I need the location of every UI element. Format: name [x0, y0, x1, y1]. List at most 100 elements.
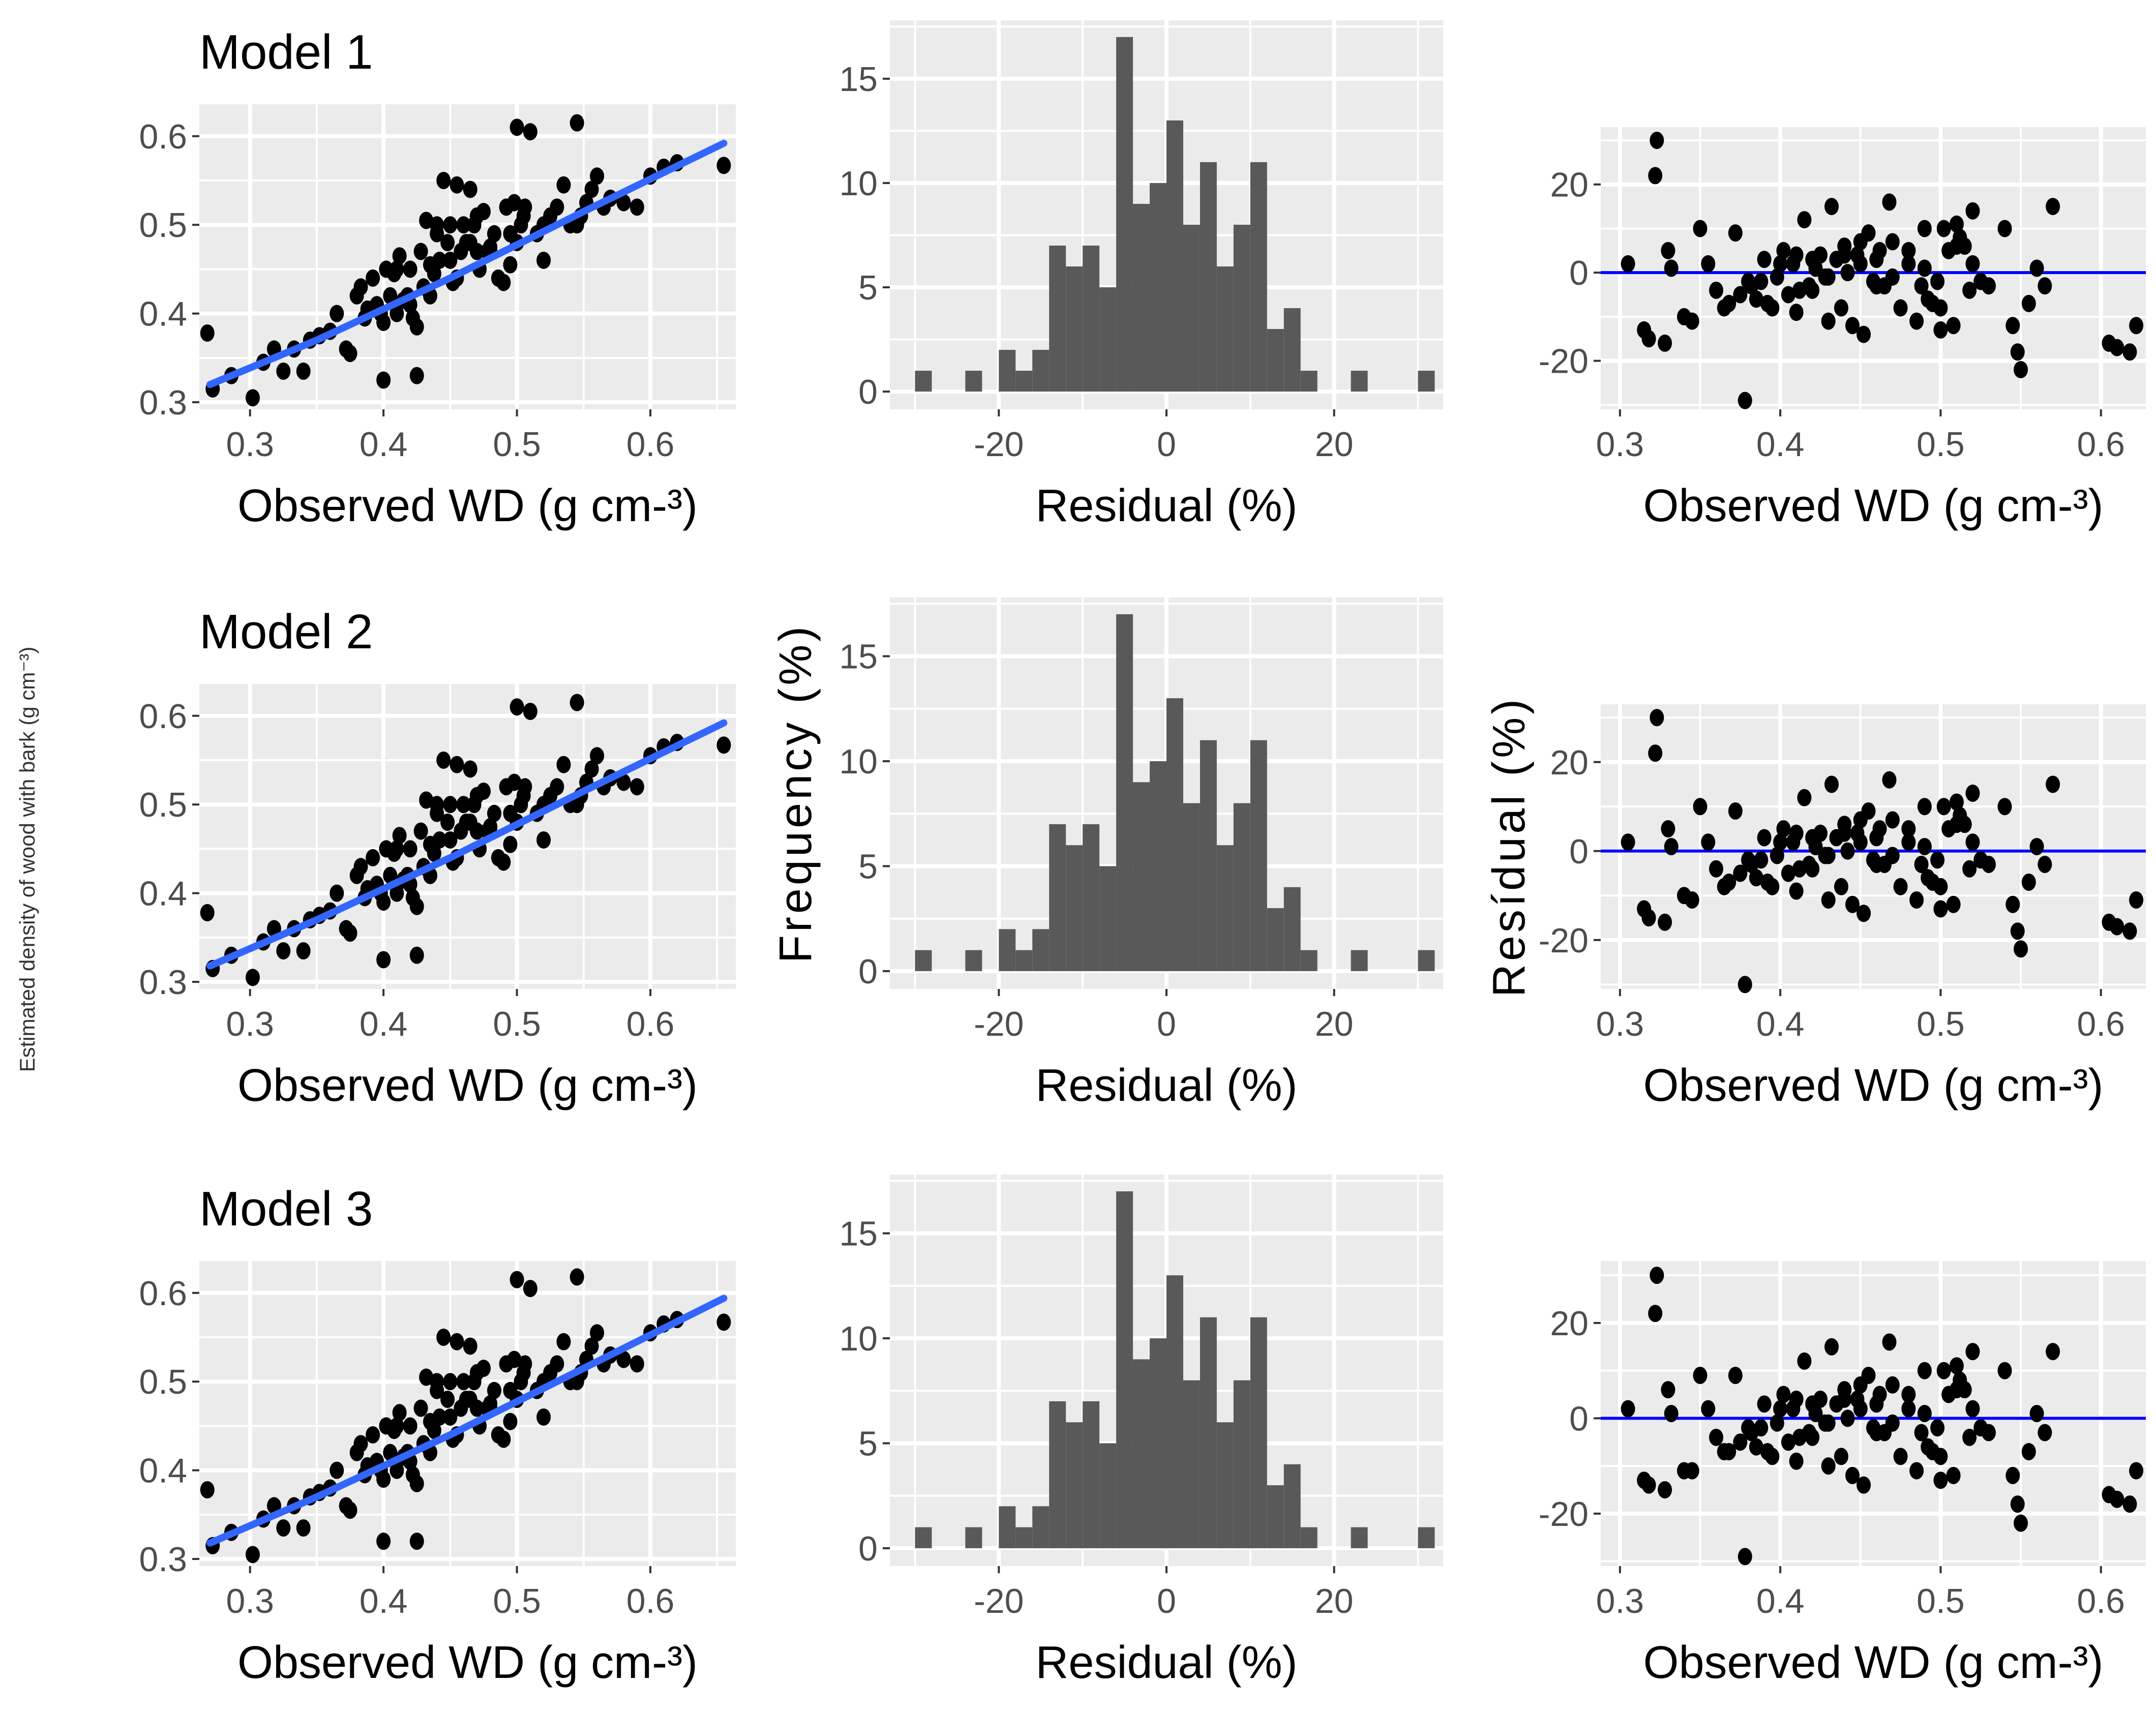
data-point	[1997, 798, 2012, 816]
x-axis-title: Observed WD (g cm-³)	[237, 1637, 698, 1688]
data-point	[1754, 851, 1769, 869]
data-point	[463, 760, 477, 778]
histogram-bar	[1300, 950, 1317, 971]
histogram-bar	[999, 929, 1016, 971]
data-point	[1885, 268, 1900, 286]
data-point	[476, 1360, 491, 1377]
data-point	[1821, 1414, 1836, 1432]
data-point	[1861, 224, 1876, 242]
data-point	[487, 1381, 501, 1399]
histogram-bar	[1116, 1191, 1133, 1548]
histogram-bar	[1233, 1380, 1250, 1548]
data-point	[1738, 976, 1752, 994]
data-point	[1930, 1419, 1945, 1437]
data-point	[1949, 215, 1964, 233]
data-point	[1872, 242, 1887, 259]
data-point	[1885, 1376, 1900, 1394]
histogram-bar	[1351, 1527, 1368, 1548]
data-point	[436, 1329, 451, 1346]
histogram-bar	[1015, 1527, 1033, 1548]
data-point	[1621, 255, 1635, 273]
data-point	[1776, 242, 1791, 259]
data-point	[1821, 1457, 1836, 1475]
y-tick-label: -20	[1539, 1495, 1589, 1534]
data-point	[1824, 198, 1839, 216]
data-point	[550, 778, 564, 796]
data-point	[1840, 1409, 1855, 1427]
histogram-bar	[1283, 1464, 1301, 1548]
data-point	[503, 1413, 518, 1430]
data-point	[1821, 268, 1836, 286]
data-point	[1789, 882, 1804, 900]
data-point	[1949, 816, 1964, 833]
x-tick-label: 0.5	[1917, 1582, 1965, 1620]
data-point	[523, 123, 537, 141]
data-point	[1861, 1367, 1876, 1384]
x-tick-label: -20	[974, 1582, 1024, 1620]
data-point	[1770, 847, 1784, 864]
data-point	[383, 866, 398, 884]
data-point	[1805, 1428, 1820, 1446]
data-point	[1837, 246, 1852, 264]
data-point	[1648, 1305, 1663, 1323]
data-point	[1781, 286, 1795, 304]
data-point	[1781, 864, 1795, 882]
data-point	[1837, 824, 1852, 842]
data-point	[1709, 860, 1724, 878]
data-point	[440, 1391, 455, 1408]
histogram-bar	[965, 1527, 982, 1548]
y-tick-label: 0.6	[139, 1274, 187, 1313]
data-point	[1917, 838, 1932, 855]
data-point	[296, 1519, 311, 1537]
data-point	[1685, 1462, 1699, 1480]
data-point	[1949, 1357, 1964, 1375]
y-axis-title: Resídual (%)	[1484, 696, 1535, 997]
data-point	[1914, 1424, 1929, 1441]
data-point	[1834, 878, 1848, 895]
x-axis-title: Observed WD (g cm-³)	[1643, 480, 2103, 531]
data-point	[245, 1546, 260, 1564]
x-tick-label: 0.5	[493, 425, 541, 464]
data-point	[510, 698, 524, 716]
histogram-bar	[1233, 803, 1250, 971]
histogram-bar	[1166, 120, 1183, 392]
data-point	[276, 363, 291, 380]
data-point	[200, 324, 215, 342]
data-point	[245, 389, 260, 407]
histogram-bar	[1418, 1527, 1435, 1548]
histogram-bar	[1015, 371, 1033, 392]
data-point	[1949, 237, 1964, 255]
data-point	[1909, 1462, 1924, 1480]
data-point	[1872, 820, 1887, 837]
histogram-bar	[1183, 1380, 1200, 1548]
histogram-bar	[1216, 266, 1234, 392]
data-point	[343, 924, 357, 942]
data-point	[376, 1470, 391, 1488]
data-point	[1770, 1414, 1784, 1432]
m3-resid-panel: 0.3 0.4 0.5 0.6 -20 0 20 Observed WD (g cm-³)	[1539, 1261, 2146, 1688]
data-point	[1933, 878, 1948, 895]
data-point	[1917, 259, 1932, 277]
data-point	[2010, 343, 2025, 361]
data-point	[1648, 167, 1663, 185]
y-tick-label: 5	[858, 847, 878, 886]
x-tick-label: 0.5	[1917, 425, 1965, 464]
data-point	[436, 172, 451, 189]
data-point	[1917, 1405, 1932, 1422]
data-point	[590, 167, 605, 185]
histogram-bar	[1099, 866, 1117, 971]
x-axis-title: Observed WD (g cm-³)	[1643, 1060, 2103, 1111]
histogram-bar	[1283, 308, 1301, 392]
data-point	[413, 243, 428, 260]
data-point	[590, 747, 605, 765]
data-point	[2038, 856, 2052, 873]
data-point	[1885, 233, 1900, 251]
data-point	[1805, 281, 1820, 299]
data-point	[1776, 1386, 1791, 1403]
data-point	[443, 1373, 458, 1391]
x-tick-label: 20	[1315, 425, 1354, 464]
histogram-bar	[1083, 246, 1100, 392]
data-point	[2021, 1443, 2036, 1460]
data-point	[1661, 820, 1675, 837]
data-point	[1901, 242, 1916, 259]
